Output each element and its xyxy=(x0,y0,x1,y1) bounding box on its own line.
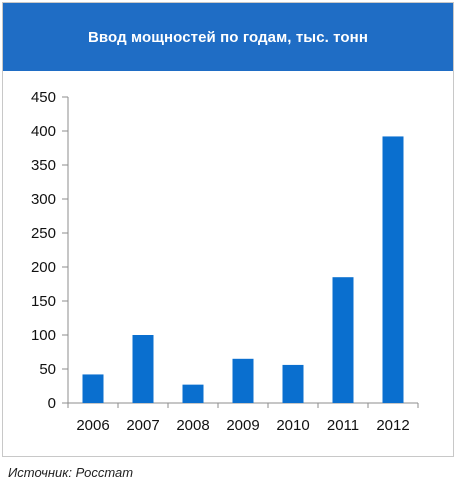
bar-chart: 0 50 100 150 200 250 300 350 400 450 2006 2007 2008 2… xyxy=(31,89,419,434)
x-tick-label: 2007 xyxy=(126,417,159,434)
x-tick-label: 2008 xyxy=(176,417,209,434)
bar-2006 xyxy=(82,374,104,403)
x-tick-label: 2010 xyxy=(276,417,309,434)
bar-2008 xyxy=(182,384,204,403)
bar-2010 xyxy=(282,364,304,403)
source-note: Источник: Росстат xyxy=(8,465,134,480)
chart-title: Ввод мощностей по годам, тыс. тонн xyxy=(87,28,369,46)
bar-2012 xyxy=(382,136,404,403)
y-tick-label: 0 xyxy=(48,395,56,412)
x-tick-label: 2006 xyxy=(76,417,109,434)
y-tick-label: 450 xyxy=(31,89,56,106)
bar-2007 xyxy=(132,335,154,403)
x-tick-label: 2012 xyxy=(376,417,409,434)
y-tick-label: 300 xyxy=(31,191,56,208)
y-tick-label: 200 xyxy=(31,259,56,276)
x-tick-label: 2011 xyxy=(327,417,359,434)
y-tick-label: 400 xyxy=(31,123,56,140)
bar-2011 xyxy=(332,277,354,403)
y-tick-label: 100 xyxy=(31,327,56,344)
y-tick-label: 150 xyxy=(31,293,56,310)
x-tick-label: 2009 xyxy=(226,417,259,434)
y-tick-label: 50 xyxy=(39,361,56,378)
y-tick-label: 250 xyxy=(31,225,56,242)
y-tick-label: 350 xyxy=(31,157,56,174)
chart-frame: Ввод мощностей по годам, тыс. тонн xyxy=(2,2,454,457)
chart-header: Ввод мощностей по годам, тыс. тонн xyxy=(3,3,453,71)
bar-2009 xyxy=(232,358,254,403)
